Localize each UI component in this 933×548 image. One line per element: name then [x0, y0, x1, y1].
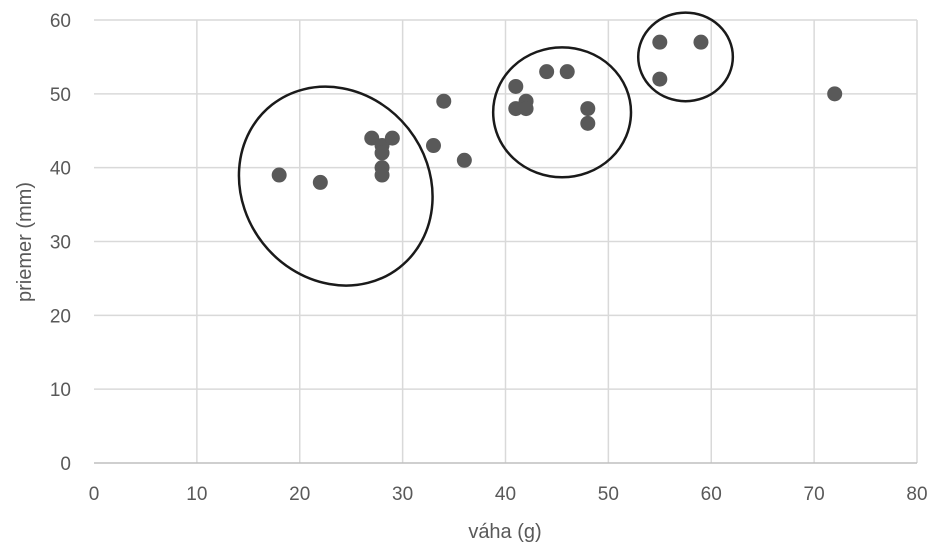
data-point	[539, 64, 555, 80]
y-tick-label: 50	[50, 85, 71, 106]
x-tick-labels: 0 10 20 30 40 50 60 70 80	[89, 484, 928, 505]
data-point	[374, 145, 390, 161]
cluster-outlines	[237, 11, 735, 287]
data-point	[508, 78, 524, 94]
data-point	[384, 130, 400, 146]
data-point	[580, 101, 596, 117]
data-point	[693, 34, 709, 50]
data-point	[271, 167, 287, 183]
y-tick-label: 0	[60, 454, 71, 475]
data-points	[271, 34, 843, 190]
y-tick-labels: 0 10 20 30 40 50 60	[50, 11, 71, 475]
y-tick-label: 10	[50, 380, 71, 401]
y-axis-title: priemer (mm)	[14, 182, 36, 302]
data-point	[827, 86, 843, 102]
x-tick-label: 10	[186, 484, 207, 505]
x-tick-label: 40	[495, 484, 516, 505]
data-point	[580, 115, 596, 131]
data-point	[652, 71, 668, 87]
data-point	[652, 34, 668, 50]
y-tick-label: 40	[50, 159, 71, 180]
cluster-ellipse	[237, 85, 434, 287]
x-tick-label: 30	[392, 484, 413, 505]
gridlines	[94, 19, 918, 463]
data-point	[559, 64, 575, 80]
x-tick-label: 20	[289, 484, 310, 505]
data-point	[425, 138, 441, 154]
y-tick-label: 30	[50, 233, 71, 254]
x-tick-label: 60	[701, 484, 722, 505]
x-axis-title: váha (g)	[468, 521, 541, 543]
data-point	[374, 167, 390, 183]
y-tick-label: 20	[50, 306, 71, 327]
data-point	[436, 93, 452, 109]
x-tick-label: 80	[906, 484, 927, 505]
data-point	[518, 101, 534, 117]
cluster-ellipse	[491, 46, 633, 179]
cluster-ellipse	[636, 11, 735, 103]
data-point	[456, 152, 472, 168]
x-tick-label: 70	[804, 484, 825, 505]
x-tick-label: 50	[598, 484, 619, 505]
y-tick-label: 60	[50, 11, 71, 32]
x-tick-label: 0	[89, 484, 100, 505]
data-point	[312, 174, 328, 190]
